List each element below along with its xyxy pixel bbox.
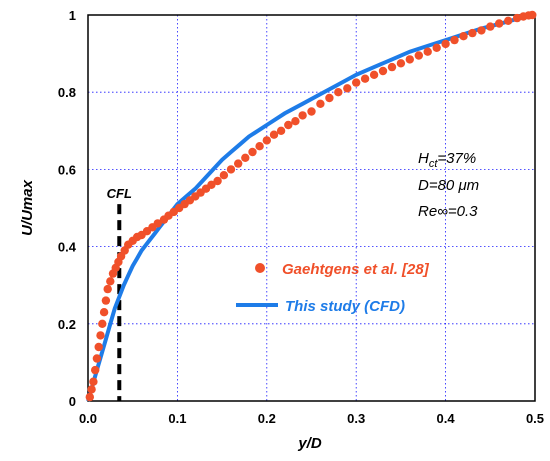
- data-point: [495, 19, 504, 28]
- data-point: [414, 51, 423, 60]
- y-tick-label: 0.4: [58, 240, 77, 255]
- data-point: [284, 120, 293, 130]
- data-point: [213, 176, 222, 186]
- data-point: [96, 331, 105, 340]
- x-tick-label: 0.2: [258, 411, 276, 426]
- data-point: [352, 78, 361, 87]
- data-point: [219, 171, 229, 180]
- data-point: [360, 74, 370, 83]
- data-point: [486, 22, 495, 31]
- legend-label-gaehtgens: Gaehtgens et al. [28]: [282, 261, 430, 278]
- data-point: [269, 130, 279, 139]
- x-tick-label: 0.0: [79, 411, 97, 426]
- y-tick-label: 0: [69, 394, 76, 409]
- data-point: [441, 39, 450, 49]
- x-tick-label: 0.3: [347, 411, 365, 426]
- data-point: [378, 66, 388, 76]
- data-point: [512, 13, 522, 23]
- annotation-hct: Hct=37%: [418, 150, 476, 170]
- y-tick-label: 1: [69, 8, 76, 23]
- data-point: [207, 180, 216, 189]
- data-point: [528, 10, 537, 20]
- data-point: [387, 62, 397, 72]
- plot-frame: [87, 14, 536, 402]
- x-tick-label: 0.1: [168, 411, 186, 426]
- data-point: [255, 142, 264, 151]
- data-point: [459, 32, 468, 41]
- data-point: [276, 126, 286, 135]
- cfl-label: CFL: [107, 186, 132, 201]
- data-point: [226, 165, 236, 174]
- data-point: [477, 26, 486, 35]
- data-point: [468, 28, 477, 38]
- data-point: [153, 219, 162, 228]
- data-point: [423, 47, 432, 56]
- annotation-diameter: D=80 μm: [418, 177, 479, 194]
- hct-prefix: H: [418, 150, 429, 167]
- data-point: [89, 377, 98, 386]
- data-point: [325, 93, 334, 103]
- data-point: [103, 284, 112, 294]
- annotation-reynolds: Re∞=0.3: [418, 203, 478, 220]
- data-point: [248, 147, 257, 157]
- data-point: [343, 84, 352, 93]
- data-point: [334, 88, 343, 97]
- data-point: [92, 354, 102, 363]
- x-axis-ticks: 0.0 0.1 0.2 0.3 0.4 0.5: [79, 411, 544, 426]
- data-point: [432, 43, 441, 52]
- data-point: [85, 392, 95, 402]
- data-point: [262, 136, 271, 145]
- svg-text:Hct=37%: Hct=37%: [418, 150, 476, 170]
- legend-marker-gaehtgens: [255, 263, 265, 273]
- data-point: [106, 277, 115, 286]
- legend: Gaehtgens et al. [28] This study (CFD): [236, 261, 430, 315]
- data-point: [316, 99, 325, 109]
- y-tick-label: 0.6: [58, 162, 76, 177]
- data-point: [298, 111, 307, 120]
- data-point: [291, 117, 300, 126]
- y-tick-label: 0.2: [58, 317, 76, 332]
- data-point: [504, 16, 513, 25]
- data-point: [94, 342, 103, 352]
- y-tick-label: 0.8: [58, 85, 76, 100]
- hct-value: =37%: [437, 150, 476, 167]
- hct-subscript: ct: [429, 158, 439, 170]
- legend-label-cfd: This study (CFD): [285, 298, 405, 315]
- gaehtgens-series: [85, 10, 537, 402]
- data-point: [234, 159, 243, 168]
- cfd-series-line: [86, 13, 536, 402]
- x-axis-label: y/D: [297, 435, 322, 452]
- data-point: [99, 308, 109, 317]
- data-point: [405, 55, 414, 64]
- x-tick-label: 0.4: [437, 411, 456, 426]
- x-tick-label: 0.5: [526, 411, 544, 426]
- data-point: [98, 319, 107, 328]
- data-point: [101, 296, 111, 305]
- data-point: [450, 35, 459, 45]
- data-point: [396, 59, 406, 68]
- data-point: [369, 70, 379, 80]
- data-point: [241, 153, 250, 162]
- data-point: [307, 107, 316, 116]
- y-axis-ticks: 0 0.2 0.4 0.6 0.8 1: [58, 8, 77, 409]
- y-axis-label: U/Umax: [19, 179, 36, 236]
- data-point: [87, 385, 96, 394]
- data-point: [91, 365, 100, 375]
